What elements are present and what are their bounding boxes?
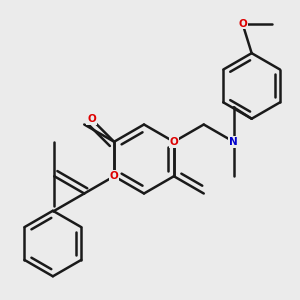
Text: O: O — [110, 171, 118, 181]
Text: O: O — [238, 19, 247, 28]
Text: O: O — [169, 137, 178, 147]
Text: N: N — [229, 137, 238, 147]
Text: O: O — [87, 114, 96, 124]
